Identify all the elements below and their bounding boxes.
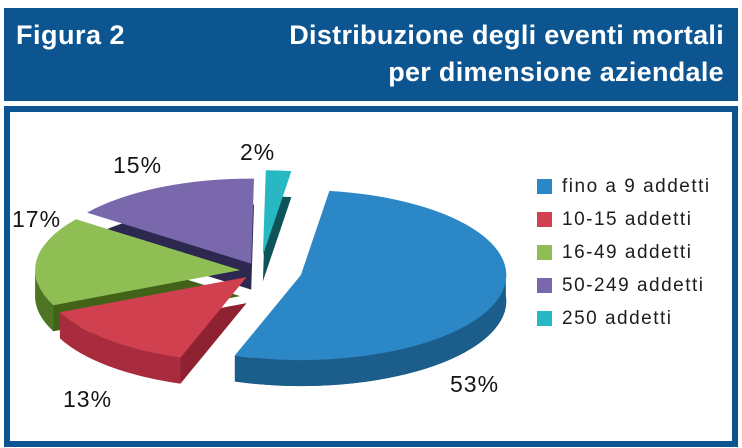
legend-item-250-addetti: 250 addetti bbox=[537, 302, 711, 335]
pie-value-label-10-15-addetti: 13% bbox=[63, 386, 113, 412]
figure-title-line1: Distribuzione degli eventi mortali bbox=[289, 20, 724, 50]
legend-label: 250 addetti bbox=[562, 307, 673, 329]
legend-swatch-icon bbox=[537, 179, 552, 194]
pie-slice-top-250-addetti bbox=[262, 170, 292, 256]
pie-value-label-fino-a-9-addetti: 53% bbox=[450, 371, 500, 397]
legend-item-16-49-addetti: 16-49 addetti bbox=[537, 236, 711, 269]
legend-swatch-icon bbox=[537, 212, 552, 227]
figure-label: Figura 2 bbox=[16, 20, 126, 50]
pie-value-label-16-49-addetti: 17% bbox=[12, 206, 62, 232]
legend-swatch-icon bbox=[537, 311, 552, 326]
pie-slice-top-16-49-addetti bbox=[35, 219, 241, 306]
chart-legend: fino a 9 addetti 10-15 addetti 16-49 addet… bbox=[537, 170, 711, 335]
legend-label: fino a 9 addetti bbox=[562, 175, 711, 197]
legend-label: 50-249 addetti bbox=[562, 274, 705, 296]
figure-title-line2: per dimensione aziendale bbox=[388, 57, 724, 87]
pie-slice-top-fino-a-9-addetti bbox=[234, 190, 507, 361]
legend-swatch-icon bbox=[537, 245, 552, 260]
pie-value-label-250-addetti: 2% bbox=[240, 139, 276, 165]
pie-slice-wall-fino-a-9-addetti bbox=[234, 275, 506, 387]
pie-chart-area: 53% 13% 17% 15% 2% bbox=[10, 112, 732, 441]
figure-2: Figura 2 Distribuzione degli eventi mort… bbox=[4, 8, 738, 447]
legend-label: 16-49 addetti bbox=[562, 241, 693, 263]
pie-slice-top-10-15-addetti bbox=[59, 277, 247, 358]
figure-header: Figura 2 Distribuzione degli eventi mort… bbox=[4, 8, 738, 101]
pie-slice-wall-10-15-addetti bbox=[59, 312, 181, 384]
legend-label: 10-15 addetti bbox=[562, 208, 693, 230]
chart-panel: 53% 13% 17% 15% 2% fino a 9 addetti 10-15 add… bbox=[4, 106, 738, 447]
figure-title: Distribuzione degli eventi mortali per d… bbox=[289, 17, 724, 91]
pie-chart bbox=[35, 170, 507, 387]
legend-item-10-15-addetti: 10-15 addetti bbox=[537, 203, 711, 236]
legend-swatch-icon bbox=[537, 278, 552, 293]
legend-item-50-249-addetti: 50-249 addetti bbox=[537, 269, 711, 302]
pie-slice-top-50-249-addetti bbox=[87, 178, 254, 264]
pie-value-label-50-249-addetti: 15% bbox=[113, 152, 163, 178]
pie-slice-wall-16-49-addetti bbox=[35, 270, 54, 332]
legend-item-fino-a-9-addetti: fino a 9 addetti bbox=[537, 170, 711, 203]
